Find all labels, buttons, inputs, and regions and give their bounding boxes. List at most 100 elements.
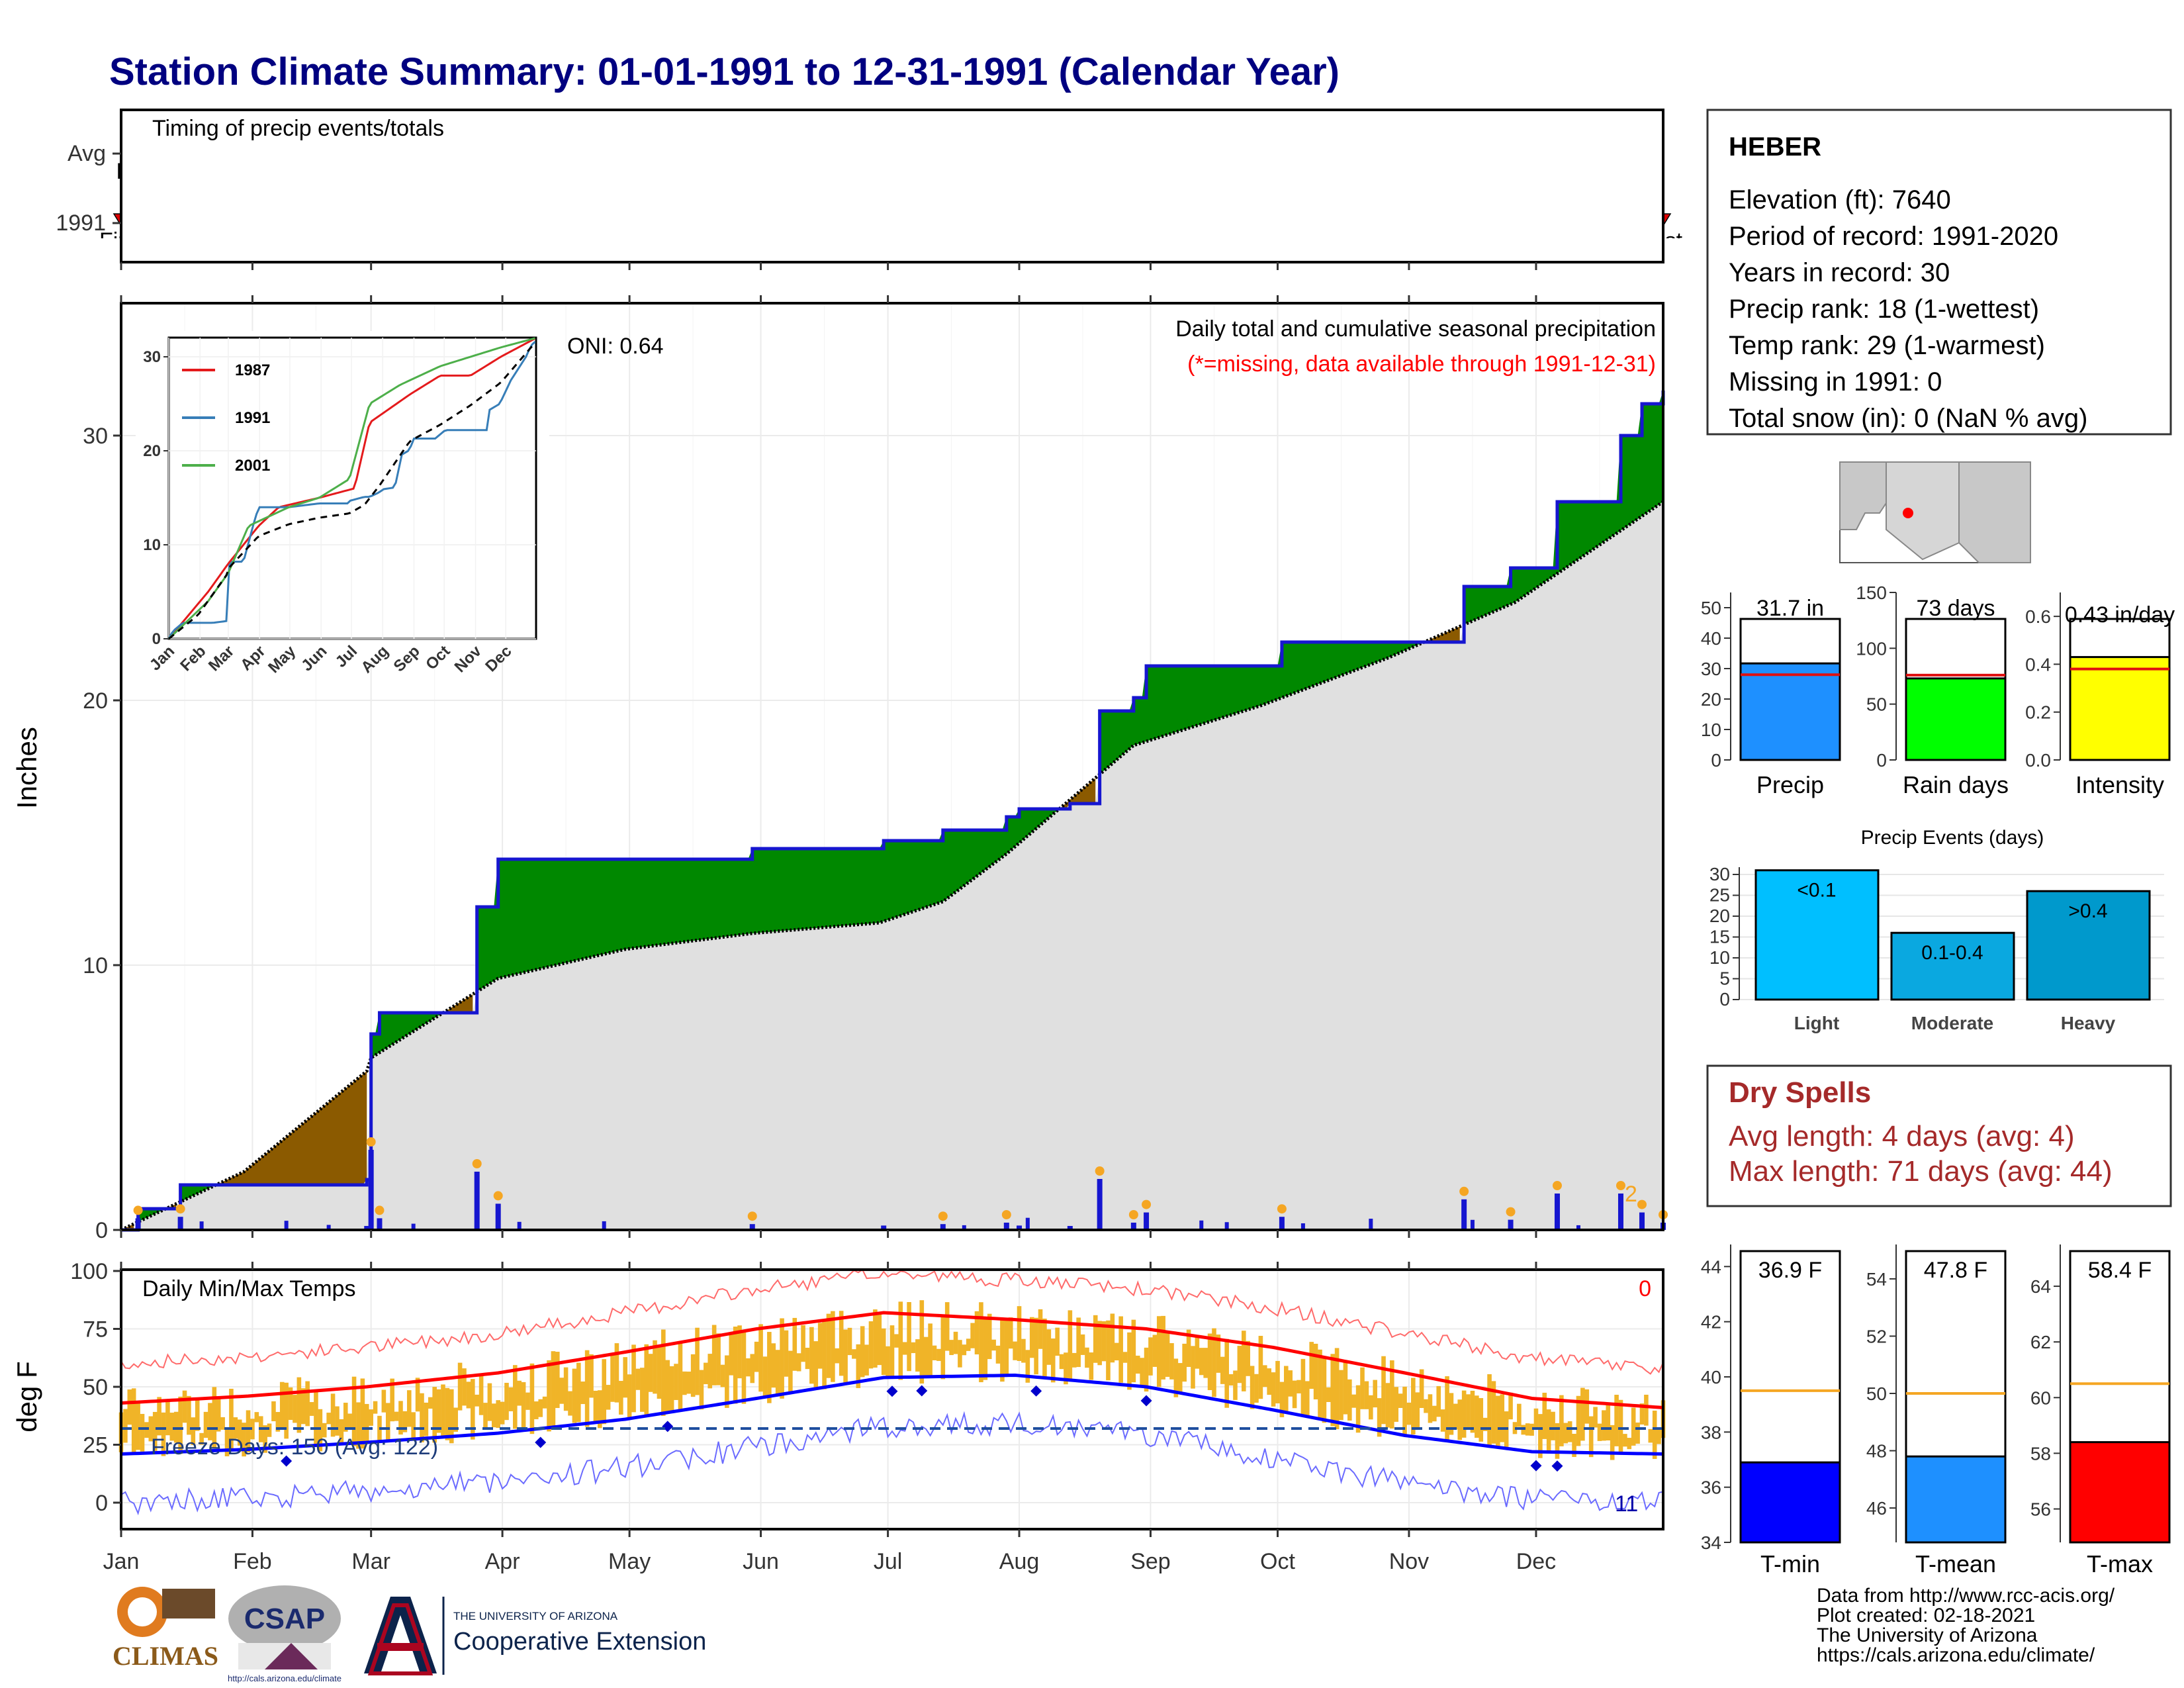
daily-temp-bar — [1080, 1334, 1085, 1355]
precip-note: Daily total and cumulative seasonal prec… — [1175, 316, 1656, 342]
timing-label: Timing of precip events/totals — [152, 116, 444, 141]
daily-temp-bar — [1432, 1405, 1437, 1422]
daily-temp-bar — [161, 1412, 166, 1456]
daily-temp-bar — [436, 1389, 441, 1433]
daily-temp-bar — [364, 1403, 369, 1441]
daily-temp-bar — [831, 1311, 835, 1382]
daily-temp-bar — [598, 1390, 602, 1429]
daily-temp-bar — [157, 1397, 161, 1436]
daily-temp-bar — [1288, 1370, 1293, 1397]
record-low-marker — [1030, 1385, 1042, 1397]
daily-temp-bar — [1004, 1319, 1009, 1375]
daily-temp-bar — [1584, 1389, 1590, 1424]
daily-temp-bar — [737, 1325, 742, 1379]
daily-temp-bar — [1529, 1423, 1534, 1436]
daily-temp-bar — [1050, 1338, 1056, 1383]
daily-temp-bar — [1559, 1395, 1564, 1446]
daily-temp-bar — [970, 1323, 975, 1348]
daily-temp-bar — [653, 1340, 657, 1394]
daily-temp-bar — [699, 1370, 704, 1410]
month-label: Dec — [1516, 1549, 1556, 1574]
daily-temp-bar — [1241, 1331, 1246, 1391]
daily-temp-bar — [1563, 1423, 1569, 1444]
daily-temp-bar — [1034, 1317, 1038, 1375]
inset-line-1991 — [167, 341, 536, 639]
daily-temp-bar — [394, 1411, 399, 1421]
daily-temp-bar — [293, 1395, 297, 1423]
ua-logo: THE UNIVERSITY OF ARIZONA Cooperative Ex… — [364, 1597, 706, 1675]
daily-temp-bar — [669, 1366, 674, 1413]
daily-precip-bar — [962, 1225, 966, 1230]
daily-temp-bar — [974, 1311, 979, 1355]
daily-temp-bar — [250, 1419, 255, 1440]
daily-temp-bar — [195, 1398, 200, 1431]
daily-temp-bar — [589, 1354, 594, 1398]
daily-temp-bar — [1275, 1360, 1280, 1404]
daily-temp-bar — [1588, 1416, 1594, 1458]
daily-temp-bar — [979, 1302, 983, 1383]
temp-bar-value-label: 47.8 F — [1924, 1258, 1987, 1283]
daily-temp-bar — [1567, 1421, 1572, 1442]
temp-bar-tick-label: 46 — [1866, 1498, 1887, 1519]
oni-value: ONI: 0.64 — [567, 334, 664, 359]
daily-temp-bar — [1008, 1317, 1013, 1349]
daily-temp-bar — [165, 1400, 170, 1436]
month-label: Oct — [1260, 1549, 1295, 1574]
temp-bar-tick-label: 56 — [2030, 1499, 2051, 1520]
daily-temp-bar — [1457, 1399, 1463, 1440]
daily-precip-bar — [377, 1218, 383, 1230]
daily-temp-bar — [1512, 1422, 1518, 1434]
daily-temp-bar — [521, 1382, 526, 1429]
daily-temp-bar — [1339, 1370, 1343, 1421]
daily-temp-bar — [1538, 1414, 1543, 1458]
daily-temp-bar — [428, 1397, 433, 1409]
daily-temp-bar — [402, 1411, 408, 1432]
daily-temp-bar — [1101, 1321, 1107, 1362]
daily-temp-bar — [1068, 1310, 1073, 1382]
timing-clip-right — [1663, 238, 1703, 265]
temp-bar-value — [1905, 1455, 2007, 1544]
daily-temp-bar — [949, 1340, 954, 1356]
daily-temp-bar — [1025, 1350, 1030, 1383]
daily-temp-bar — [584, 1350, 590, 1427]
daily-temp-bar — [127, 1389, 132, 1425]
daily-temp-bar — [754, 1341, 759, 1372]
daily-temp-bar — [711, 1325, 717, 1385]
daily-temp-bar — [1461, 1390, 1467, 1438]
daily-temp-bar — [1326, 1387, 1331, 1402]
daily-temp-bar — [826, 1313, 831, 1378]
daily-precip-bar — [326, 1225, 331, 1230]
daily-temp-bar — [644, 1344, 649, 1415]
daily-temp-bar — [300, 1388, 306, 1425]
heavy-precip-marker — [366, 1137, 376, 1147]
month-label: Jun — [743, 1549, 779, 1574]
daily-temp-bar — [504, 1382, 509, 1421]
daily-temp-bar — [1161, 1315, 1165, 1380]
heavy-precip-marker — [493, 1191, 503, 1201]
daily-temp-bar — [254, 1412, 259, 1423]
daily-temp-bar — [1237, 1346, 1242, 1383]
inset-legend-label: 1987 — [235, 361, 270, 379]
temp-bar-tick-label: 64 — [2030, 1276, 2051, 1297]
month-label: Jul — [874, 1549, 902, 1574]
daily-temp-bar — [1614, 1395, 1619, 1446]
record-low-marker — [1551, 1460, 1563, 1472]
daily-temp-bar — [1173, 1358, 1179, 1397]
daily-temp-bar — [1390, 1360, 1394, 1429]
small-bar-tick-label: 0.2 — [2025, 702, 2051, 723]
daily-temp-bar — [907, 1302, 911, 1372]
daily-temp-bar — [534, 1401, 539, 1419]
daily-temp-bar — [1453, 1403, 1458, 1430]
heavy-precip-marker — [375, 1205, 385, 1215]
daily-temp-bar — [919, 1300, 925, 1384]
daily-precip-bar — [1576, 1225, 1580, 1230]
daily-temp-bar — [330, 1393, 336, 1437]
daily-temp-bar — [606, 1385, 611, 1410]
tmax-record-line — [120, 1268, 1664, 1375]
daily-temp-bar — [886, 1346, 890, 1377]
daily-temp-bar — [1228, 1374, 1234, 1386]
daily-temp-bar — [538, 1399, 543, 1417]
daily-temp-bar — [288, 1387, 293, 1421]
timing-row-avg-label: Avg — [68, 141, 106, 166]
daily-temp-bar — [1110, 1313, 1115, 1363]
